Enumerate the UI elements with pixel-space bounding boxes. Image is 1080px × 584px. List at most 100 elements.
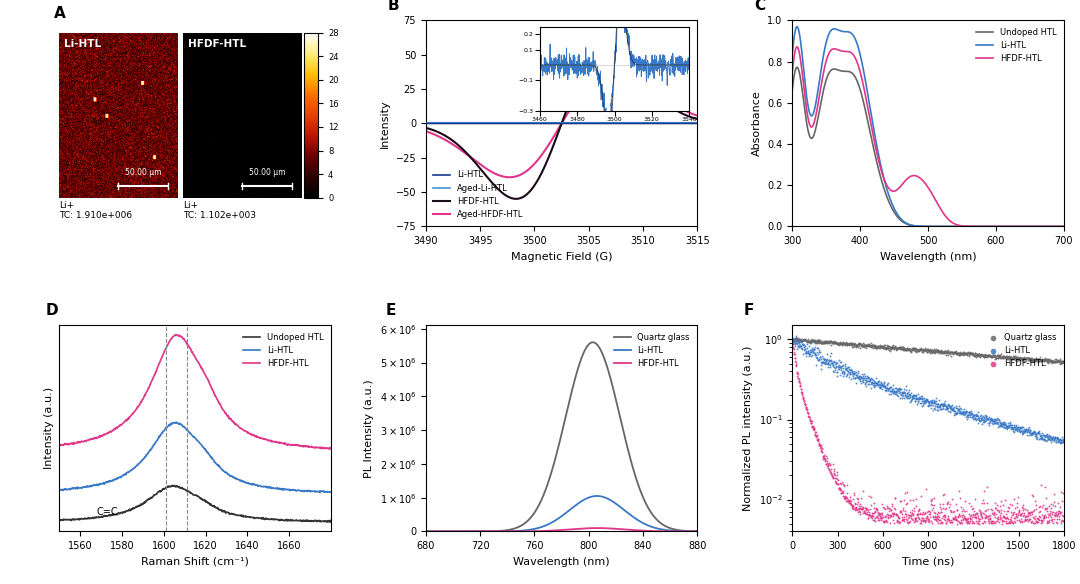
- Quartz glass: [1032, 356, 1050, 366]
- Li-HTL: [954, 408, 971, 418]
- Li-HTL: [841, 365, 859, 374]
- Quartz glass: [864, 343, 881, 353]
- HFDF-HTL: [1027, 500, 1044, 510]
- Text: D: D: [45, 303, 58, 318]
- HFDF-HTL: [1054, 510, 1071, 519]
- HFDF-HTL: [873, 515, 890, 524]
- HFDF-HTL: [960, 498, 977, 507]
- Li-HTL: [858, 381, 875, 390]
- Quartz glass: [932, 347, 949, 356]
- HFDF-HTL: [791, 378, 808, 387]
- Li-HTL: [940, 400, 957, 409]
- HFDF-HTL: [899, 488, 916, 497]
- Quartz glass: [861, 339, 878, 348]
- HFDF-HTL: [806, 424, 823, 433]
- HFDF-HTL: [950, 517, 968, 527]
- Li-HTL: [837, 364, 854, 373]
- Li-HTL: [872, 383, 889, 392]
- Li-HTL: [880, 383, 897, 392]
- Li-HTL: [813, 364, 831, 373]
- Quartz glass: [1027, 354, 1044, 363]
- Quartz glass: [1005, 353, 1023, 362]
- Quartz glass: [958, 348, 975, 357]
- Quartz glass: [882, 343, 900, 353]
- HFDF-HTL: [943, 517, 960, 526]
- Li-HTL: [919, 397, 936, 406]
- Li-HTL: [865, 382, 882, 391]
- Li-HTL: [903, 392, 920, 402]
- Li-HTL: [836, 369, 853, 378]
- Li-HTL: [977, 411, 995, 420]
- Quartz glass: [1037, 354, 1054, 364]
- Li-HTL: [922, 398, 940, 408]
- Quartz glass: [1026, 355, 1043, 364]
- HFDF-HTL: [953, 517, 970, 527]
- Li-HTL: [1000, 419, 1017, 428]
- Li-HTL: [868, 378, 886, 388]
- Quartz glass: [1029, 356, 1047, 365]
- Li-HTL: [791, 342, 808, 352]
- HFDF-HTL: [987, 503, 1004, 512]
- Quartz glass: [810, 336, 827, 345]
- Li-HTL: [100, 478, 113, 485]
- Li-HTL: [865, 376, 882, 385]
- Li-HTL: [994, 419, 1011, 429]
- Li-HTL: [1037, 431, 1054, 440]
- Li-HTL: [988, 417, 1005, 426]
- Quartz glass: [923, 346, 941, 355]
- Li-HTL: [962, 413, 980, 422]
- Quartz glass: [985, 352, 1002, 361]
- Li-HTL: [854, 373, 872, 383]
- Quartz glass: [847, 340, 864, 349]
- HFDF-HTL: [967, 516, 984, 526]
- Quartz glass: [1014, 354, 1031, 363]
- Quartz glass: [824, 337, 841, 346]
- HFDF-HTL: [1023, 491, 1040, 500]
- Quartz glass: [826, 338, 843, 347]
- HFDF-HTL: [987, 504, 1004, 513]
- HFDF-HTL: [868, 511, 886, 520]
- HFDF-HTL: [942, 505, 959, 515]
- Line: Li-HTL: Li-HTL: [59, 422, 330, 492]
- Li-HTL: [837, 364, 854, 374]
- Li-HTL: [1004, 423, 1022, 432]
- HFDF-HTL: [996, 496, 1013, 505]
- HFDF-HTL: [914, 509, 931, 519]
- Li-HTL: [1012, 422, 1029, 432]
- Quartz glass: [928, 346, 945, 356]
- HFDF-HTL: [984, 518, 1001, 527]
- Li-HTL: [928, 401, 945, 410]
- Quartz glass: [1024, 354, 1041, 363]
- Li-HTL: [991, 422, 1009, 431]
- HFDF-HTL: [913, 492, 930, 501]
- HFDF-HTL: [929, 513, 946, 522]
- Li-HTL: [1024, 429, 1041, 438]
- Li-HTL: [825, 362, 842, 371]
- HFDF-HTL: [918, 512, 935, 521]
- Li-HTL: [935, 401, 953, 410]
- Li-HTL: [832, 362, 849, 371]
- Quartz glass: [1007, 352, 1024, 361]
- Li-HTL: [851, 371, 868, 380]
- Li-HTL: [1021, 427, 1038, 437]
- Li-HTL: [892, 388, 909, 397]
- Li-HTL: [807, 350, 824, 360]
- HFDF-HTL: [997, 513, 1014, 522]
- HFDF-HTL: [796, 399, 813, 408]
- Li-HTL: [924, 405, 942, 415]
- HFDF-HTL: [891, 518, 908, 527]
- Li-HTL: [855, 373, 873, 383]
- Li-HTL: [1005, 423, 1023, 432]
- Quartz glass: [1029, 354, 1047, 364]
- Li-HTL: [859, 371, 876, 381]
- Line: HFDF-HTL: HFDF-HTL: [426, 48, 698, 199]
- Quartz glass: [968, 350, 985, 360]
- HFDF-HTL: [990, 507, 1008, 516]
- Li-HTL: [1012, 423, 1029, 433]
- Aged-Li-HTL: [683, 119, 696, 126]
- HFDF-HTL: [942, 507, 959, 516]
- HFDF-HTL: [920, 509, 937, 519]
- HFDF-HTL: [853, 504, 870, 513]
- HFDF-HTL: [874, 513, 891, 523]
- Li-HTL: [970, 407, 987, 416]
